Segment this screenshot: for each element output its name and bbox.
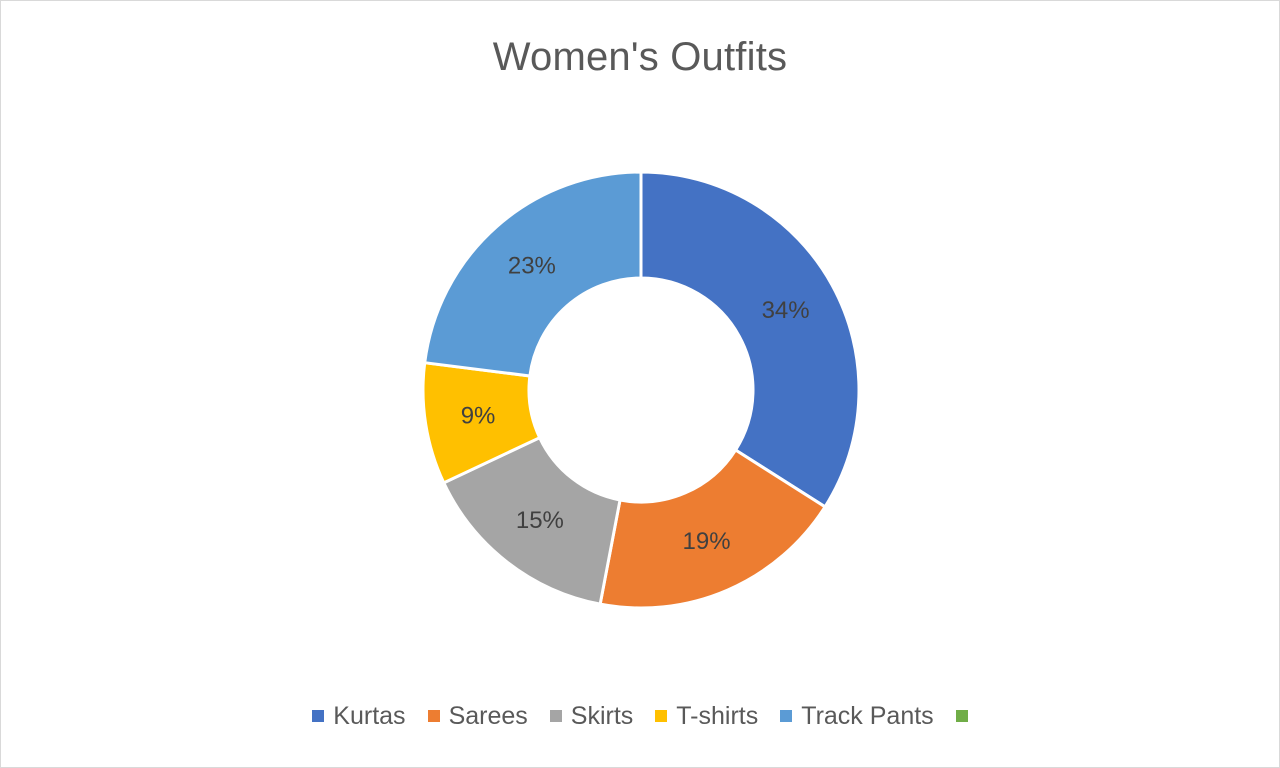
data-label-track-pants: 23% [508, 253, 556, 280]
legend-swatch [780, 710, 793, 722]
legend-swatch [955, 710, 968, 722]
legend-swatch [312, 710, 325, 722]
slice-skirts [441, 435, 622, 606]
legend-item-blank-5 [955, 701, 968, 731]
legend-swatch [549, 710, 562, 722]
legend-swatch [655, 710, 668, 722]
legend-label: T-shirts [676, 701, 759, 730]
legend-item-sarees: Sarees [427, 701, 528, 731]
slice-sarees [598, 447, 828, 610]
data-label-t-shirts: 9% [461, 402, 496, 429]
legend-swatch [427, 710, 440, 722]
slice-track-pants [423, 170, 643, 378]
chart-title: Women's Outfits [492, 35, 788, 79]
legend-label: Sarees [448, 701, 528, 730]
data-label-skirts: 15% [516, 507, 564, 534]
legend-item-t-shirts: T-shirts [655, 701, 758, 731]
legend-item-skirts: Skirts [549, 701, 634, 731]
legend-label: Skirts [570, 701, 634, 730]
legend-item-kurtas: Kurtas [312, 701, 406, 731]
legend-label: Kurtas [333, 701, 406, 730]
legend: Kurtas Sarees Skirts T-shirts Track Pants [1, 701, 1279, 731]
legend-item-track-pants: Track Pants [780, 701, 934, 731]
legend-label: Track Pants [801, 701, 934, 730]
data-label-sarees: 19% [683, 528, 731, 555]
data-label-kurtas: 34% [762, 297, 810, 324]
slice-kurtas [639, 170, 861, 509]
